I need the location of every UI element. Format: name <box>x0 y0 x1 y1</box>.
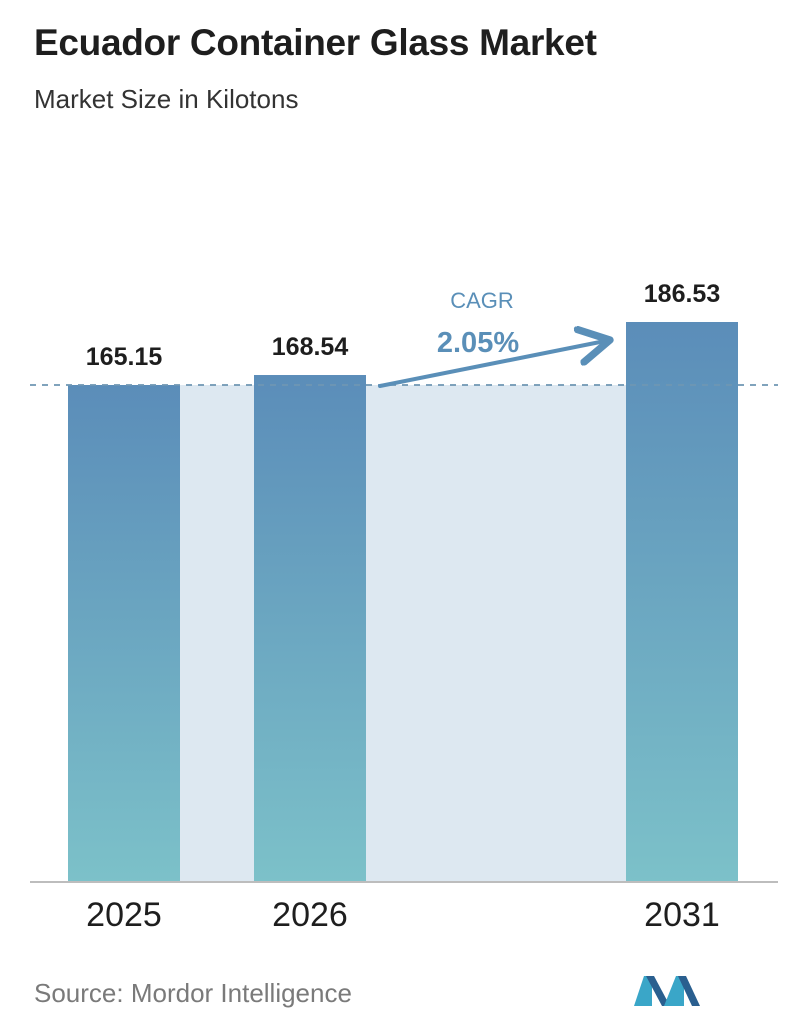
x-tick-2026: 2026 <box>272 896 348 934</box>
background-bands <box>180 385 626 882</box>
bar-2031 <box>626 322 738 882</box>
cagr-arrow <box>378 340 610 388</box>
chart-subtitle: Market Size in Kilotons <box>34 84 299 114</box>
chart-title: Ecuador Container Glass Market <box>34 22 597 63</box>
source-text: Source: Mordor Intelligence <box>34 978 352 1008</box>
value-label-2026: 168.54 <box>272 333 349 361</box>
x-tick-labels: 2025 2026 2031 <box>86 896 720 934</box>
bar-2025 <box>68 385 180 882</box>
band-2 <box>366 385 626 882</box>
value-label-2025: 165.15 <box>86 343 163 371</box>
bar-2026 <box>254 375 366 882</box>
value-label-2031: 186.53 <box>644 280 720 308</box>
bars-group <box>68 322 738 882</box>
x-tick-2025: 2025 <box>86 896 162 934</box>
mordor-intelligence-logo-icon <box>634 976 700 1006</box>
band-1 <box>180 385 254 882</box>
cagr-value: 2.05% <box>437 327 519 359</box>
x-tick-2031: 2031 <box>644 896 720 934</box>
cagr-annotation: CAGR 2.05% <box>378 288 610 388</box>
cagr-label: CAGR <box>450 288 514 313</box>
value-labels: 165.15 168.54 186.53 <box>86 280 720 371</box>
